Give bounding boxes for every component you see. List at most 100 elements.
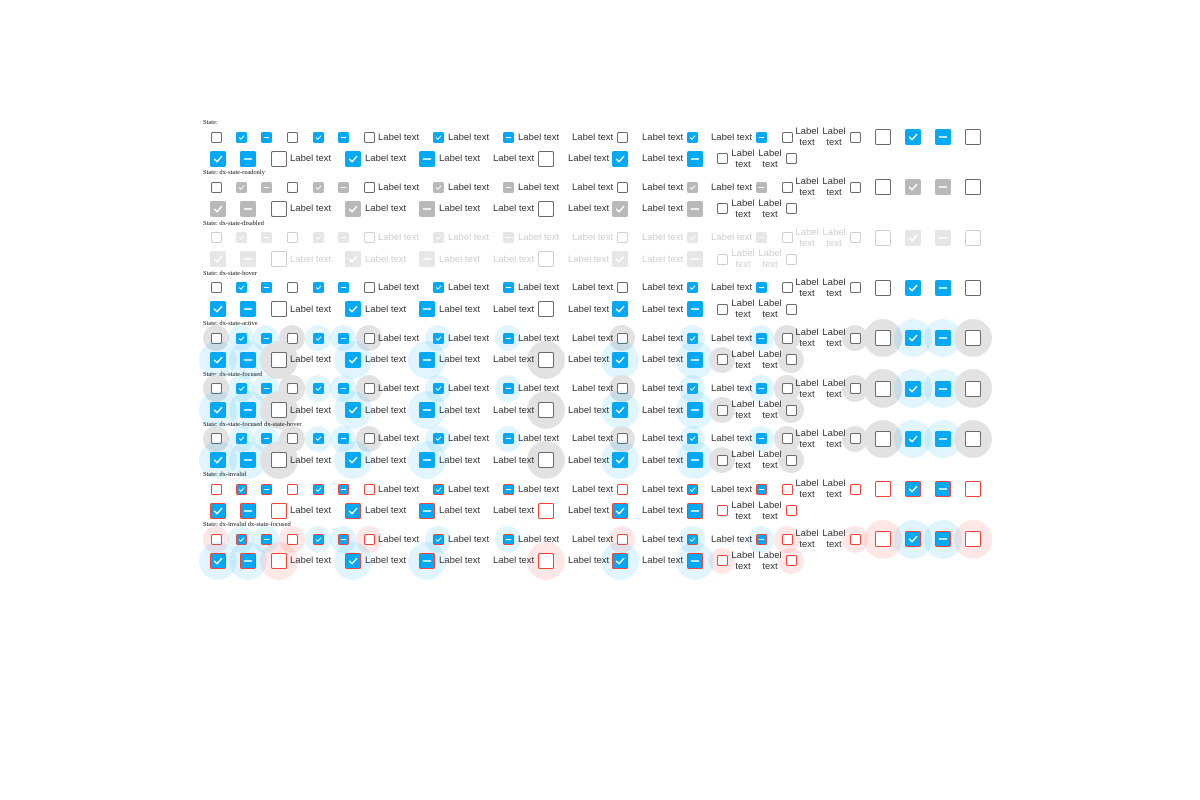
checkbox-box[interactable] [935,380,951,397]
checkbox-box[interactable] [612,150,628,167]
checkbox-box[interactable] [875,279,891,296]
checkbox-box[interactable] [271,251,287,268]
checkbox-box[interactable] [260,483,272,495]
checkbox-box[interactable] [687,552,703,569]
checkbox-label[interactable]: Label text [493,253,535,265]
checkbox-box[interactable] [965,481,981,498]
checkbox-box[interactable] [781,433,793,445]
checkbox-label[interactable]: Label text [642,505,684,517]
checkbox-box[interactable] [337,181,349,193]
checkbox-label[interactable]: Label text [518,232,560,244]
checkbox-box[interactable] [432,383,444,394]
checkbox-label[interactable]: Label text [642,181,684,193]
checkbox-label[interactable]: Label text [758,499,782,522]
checkbox-label[interactable]: Label text [568,555,610,567]
checkbox-box[interactable] [905,481,921,498]
checkbox-box[interactable] [905,179,921,196]
checkbox-box[interactable] [286,232,298,244]
checkbox-box[interactable] [687,200,703,217]
checkbox-box[interactable] [260,232,272,244]
checkbox-box[interactable] [686,181,698,193]
checkbox-label[interactable]: Label text [822,126,846,148]
checkbox-box[interactable] [210,251,226,268]
checkbox-box[interactable] [235,332,247,344]
checkbox-label[interactable]: Label text [439,153,481,164]
checkbox-label[interactable]: Label text [711,181,753,193]
checkbox-box[interactable] [240,552,256,569]
checkbox-box[interactable] [781,181,793,193]
checkbox-label[interactable]: Label text [731,549,755,572]
checkbox-box[interactable] [875,531,891,548]
checkbox-box[interactable] [432,483,444,495]
checkbox-box[interactable] [337,131,349,143]
checkbox-box[interactable] [235,383,247,394]
checkbox-box[interactable] [502,383,514,394]
checkbox-box[interactable] [363,383,375,394]
checkbox-box[interactable] [687,150,703,167]
checkbox-box[interactable] [612,502,628,519]
checkbox-box[interactable] [935,179,951,196]
checkbox-box[interactable] [755,232,767,244]
checkbox-box[interactable] [345,301,361,318]
checkbox-label[interactable]: Label text [568,203,610,215]
checkbox-box[interactable] [965,229,981,246]
checkbox-box[interactable] [363,332,375,344]
checkbox-box[interactable] [687,301,703,318]
checkbox-label[interactable]: Label text [493,454,535,466]
checkbox-box[interactable] [687,351,703,368]
checkbox-label[interactable]: Label text [568,505,610,517]
checkbox-label[interactable]: Label text [493,354,535,366]
checkbox-label[interactable]: Label text [731,197,755,220]
checkbox-box[interactable] [240,402,256,418]
checkbox-box[interactable] [312,282,324,294]
checkbox-box[interactable] [312,483,324,495]
checkbox-box[interactable] [337,483,349,495]
checkbox-box[interactable] [502,332,514,344]
checkbox-label[interactable]: Label text [711,433,753,445]
checkbox-box[interactable] [210,282,222,294]
checkbox-box[interactable] [345,452,361,469]
checkbox-label[interactable]: Label text [711,483,753,495]
checkbox-box[interactable] [965,129,981,145]
checkbox-box[interactable] [260,433,272,445]
checkbox-box[interactable] [849,332,861,344]
checkbox-label[interactable]: Label text [642,282,684,294]
checkbox-box[interactable] [538,452,554,469]
checkbox-label[interactable]: Label text [378,533,420,545]
checkbox-box[interactable] [935,229,951,246]
checkbox-label[interactable]: Label text [290,555,332,567]
checkbox-box[interactable] [363,232,375,244]
checkbox-label[interactable]: Label text [365,505,407,517]
checkbox-box[interactable] [849,232,861,244]
checkbox-box[interactable] [286,483,298,495]
checkbox-box[interactable] [345,150,361,167]
checkbox-label[interactable]: Label text [290,404,332,416]
checkbox-box[interactable] [935,481,951,498]
checkbox-box[interactable] [363,282,375,294]
checkbox-box[interactable] [419,452,435,469]
checkbox-label[interactable]: Label text [572,131,614,143]
checkbox-box[interactable] [875,430,891,447]
checkbox-box[interactable] [686,483,698,495]
checkbox-box[interactable] [616,433,628,445]
checkbox-label[interactable]: Label text [642,153,684,164]
checkbox-box[interactable] [687,502,703,519]
checkbox-box[interactable] [716,303,728,315]
checkbox-box[interactable] [432,433,444,445]
checkbox-box[interactable] [419,502,435,519]
checkbox-box[interactable] [965,279,981,296]
checkbox-label[interactable]: Label text [642,483,684,495]
checkbox-box[interactable] [755,533,767,545]
checkbox-label[interactable]: Label text [731,248,755,271]
checkbox-box[interactable] [345,552,361,569]
checkbox-box[interactable] [345,200,361,217]
checkbox-box[interactable] [312,232,324,244]
checkbox-label[interactable]: Label text [568,354,610,366]
checkbox-box[interactable] [781,282,793,294]
checkbox-box[interactable] [240,150,256,167]
checkbox-box[interactable] [686,131,698,143]
checkbox-box[interactable] [210,383,222,394]
checkbox-label[interactable]: Label text [795,377,819,400]
checkbox-box[interactable] [337,232,349,244]
checkbox-box[interactable] [432,282,444,294]
